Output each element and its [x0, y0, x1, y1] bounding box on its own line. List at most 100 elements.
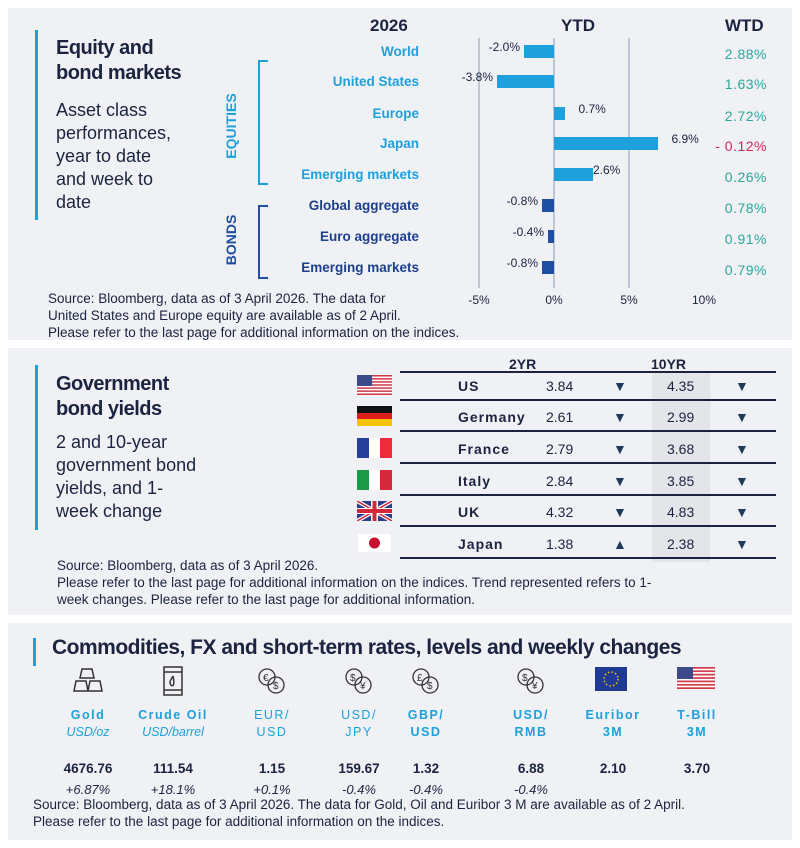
svg-text:$: $ [427, 681, 433, 692]
gridline [553, 38, 555, 288]
item-unit: 3M [602, 725, 624, 739]
equities-bracket [258, 60, 268, 185]
item-label: USD/ [513, 708, 549, 722]
category-label: Euro aggregate [319, 229, 419, 244]
10yr-yield: 3.85 [667, 473, 695, 489]
item-value: 159.67 [338, 761, 380, 776]
ytd-bar [497, 75, 554, 88]
wtd-value: 0.78% [724, 200, 767, 216]
10yr-yield: 3.68 [667, 441, 695, 457]
title-line: Government [56, 373, 169, 395]
2yr-trend-down-icon: ▼ [613, 378, 627, 394]
item-unit: RMB [514, 725, 548, 739]
commodities-panel [8, 623, 792, 840]
item-label: T-Bill [677, 708, 717, 722]
ytd-value-label: 6.9% [671, 132, 699, 146]
item-change: +18.1% [150, 782, 196, 797]
item-unit: USD [256, 725, 288, 739]
bonds-bracket [258, 205, 268, 279]
accent-bar [35, 365, 38, 530]
category-label: Japan [379, 136, 419, 151]
item-unit: JPY [345, 725, 373, 739]
item-value: 1.32 [412, 761, 440, 776]
wtd-value: 0.79% [724, 262, 767, 278]
ytd-value-label: -0.8% [506, 256, 538, 270]
2yr-trend-down-icon: ▼ [613, 441, 627, 457]
wtd-value: 2.72% [724, 108, 767, 124]
gridline [478, 38, 480, 288]
item-label: EUR/ [254, 708, 290, 722]
source-line: Please refer to the last page for additi… [57, 575, 652, 590]
item-value: 4676.76 [63, 761, 113, 776]
2yr-yield: 2.61 [546, 409, 574, 425]
country-name: Germany [458, 409, 526, 425]
item-label: Crude Oil [138, 708, 208, 722]
gold-bars-icon [68, 665, 108, 697]
10yr-header: 10YR [651, 356, 687, 372]
section-subtitle: 2 and 10-year government bond yields, and … [56, 431, 196, 523]
source-line: week changes. Please refer to the last p… [57, 592, 475, 607]
section-title: Equity and bond markets [56, 36, 182, 86]
table-top-rule [400, 371, 776, 373]
item-value: 1.15 [258, 761, 286, 776]
country-name: UK [458, 504, 481, 520]
ytd-header: YTD [561, 16, 595, 35]
wtd-header: WTD [725, 16, 764, 35]
2yr-yield: 2.79 [546, 441, 574, 457]
market-item: Gold USD/oz 4676.76 +6.87% [43, 665, 133, 797]
source-line: Please refer to the last page for additi… [48, 325, 460, 340]
france-flag-icon [357, 438, 392, 458]
category-label: World [381, 44, 419, 59]
ytd-bar [524, 45, 554, 58]
2yr-trend-down-icon: ▼ [613, 504, 627, 520]
source-line: Source: Bloomberg, data as of 3 April 20… [57, 558, 319, 573]
source-line: Source: Bloomberg, data as of 3 April 20… [48, 291, 386, 306]
pound-dollar-exchange-icon: £ $ [406, 665, 446, 697]
10yr-yield: 4.83 [667, 504, 695, 520]
item-change: -0.4% [514, 782, 548, 797]
2yr-header: 2YR [509, 356, 537, 372]
2yr-yield: 4.32 [546, 504, 574, 520]
ytd-bar [554, 107, 565, 120]
table-row: Germany 2.61 ▼ 2.99 ▼ [400, 401, 776, 432]
source-note: Source: Bloomberg, data as of 3 April 20… [48, 290, 459, 341]
item-value: 111.54 [153, 761, 193, 776]
item-change: +6.87% [65, 782, 111, 797]
wtd-value: - 0.12% [715, 138, 767, 154]
table-row: UK 4.32 ▼ 4.83 ▼ [400, 496, 776, 527]
oil-barrel-icon [153, 665, 193, 697]
market-item: Crude Oil USD/barrel 111.54 +18.1% [128, 665, 218, 797]
category-label: United States [332, 74, 419, 89]
section-title: Government bond yields [56, 372, 169, 422]
item-label: Euribor [585, 708, 641, 722]
item-label: USD/ [341, 708, 377, 722]
ytd-value-label: 2.6% [593, 163, 621, 177]
market-item: € $ EUR/USD 1.15 +0.1% [227, 665, 317, 797]
dollar-yuan-exchange-icon: $ ¥ [511, 665, 551, 697]
category-label: Europe [372, 106, 419, 121]
item-value: 2.10 [599, 761, 627, 776]
item-change: -0.4% [342, 782, 376, 797]
equity-bond-panel [8, 8, 792, 340]
ytd-bar [554, 168, 593, 181]
svg-text:€: € [263, 673, 269, 684]
us-flag-icon [357, 375, 392, 395]
item-unit: USD/barrel [142, 725, 204, 739]
ytd-value-label: -3.8% [461, 70, 493, 84]
bonds-group-label: BONDS [223, 214, 239, 266]
item-change: -0.4% [409, 782, 443, 797]
2yr-trend-down-icon: ▼ [613, 473, 627, 489]
market-item: $ ¥ USD/RMB 6.88 -0.4% [486, 665, 576, 797]
subtitle-line: yields, and 1- [56, 478, 164, 498]
section-subtitle: Asset class performances, year to date and … [56, 99, 171, 214]
accent-bar [35, 30, 38, 220]
2yr-trend-down-icon: ▼ [613, 409, 627, 425]
table-row: Japan 1.38 ▲ 2.38 ▼ [400, 528, 776, 559]
wtd-value: 2.88% [724, 46, 767, 62]
source-line: Please refer to the last page for additi… [33, 814, 445, 829]
x-tick-label: 5% [620, 293, 638, 307]
euro-dollar-exchange-icon: € $ [252, 665, 292, 697]
eu-flag-icon [593, 665, 633, 697]
svg-text:£: £ [417, 673, 423, 684]
ytd-bar [542, 261, 554, 274]
